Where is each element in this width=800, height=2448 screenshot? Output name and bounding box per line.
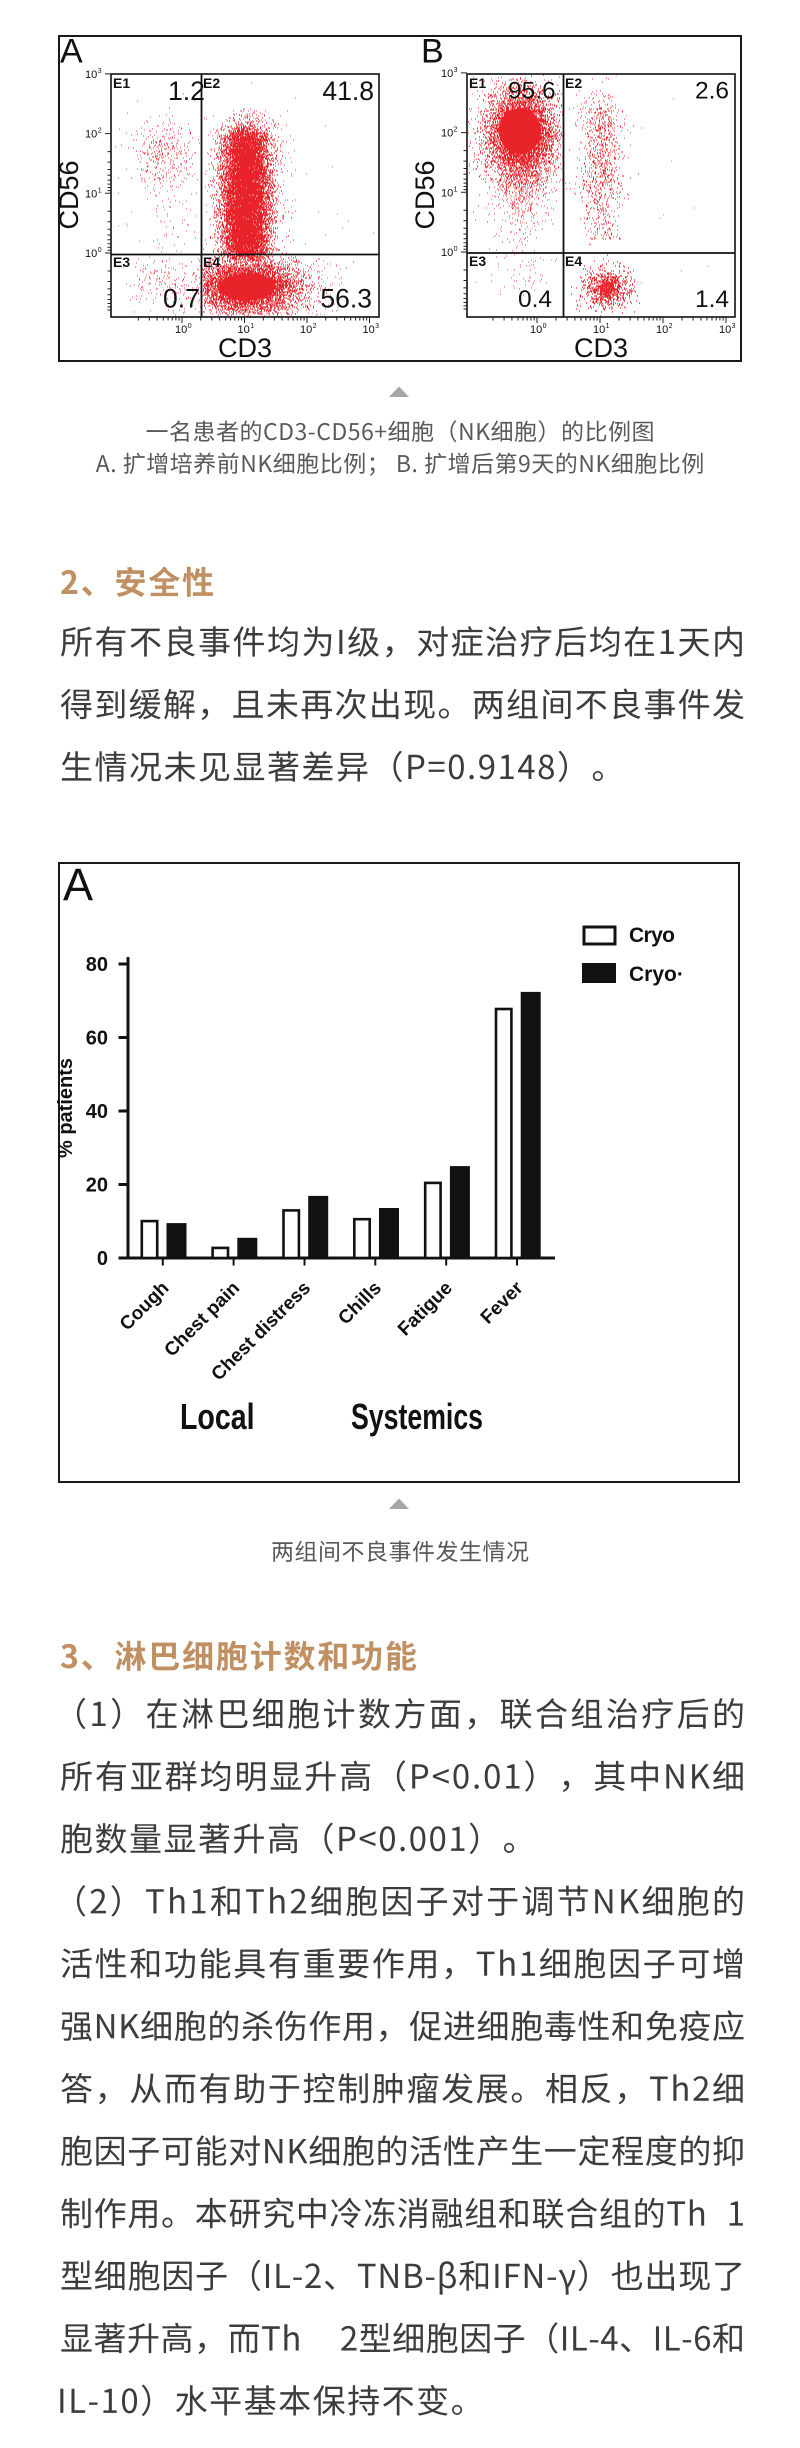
svg-text:1: 1 [454, 186, 458, 193]
svg-text:20: 20 [86, 1175, 108, 1197]
svg-text:10: 10 [85, 188, 97, 200]
svg-text:0.7: 0.7 [163, 284, 200, 314]
svg-text:10: 10 [656, 324, 668, 336]
svg-text:E2: E2 [203, 75, 220, 91]
svg-text:E4: E4 [565, 253, 582, 269]
svg-text:E3: E3 [113, 254, 130, 270]
svg-text:Cryo·: Cryo· [629, 963, 684, 986]
svg-text:0: 0 [454, 246, 458, 253]
svg-text:41.8: 41.8 [322, 76, 374, 106]
svg-text:10: 10 [719, 324, 731, 336]
svg-text:1: 1 [606, 323, 610, 330]
svg-text:10: 10 [441, 128, 453, 140]
svg-text:A: A [60, 33, 83, 71]
svg-text:40: 40 [86, 1101, 108, 1123]
svg-text:B: B [421, 33, 444, 71]
svg-text:E1: E1 [469, 75, 486, 91]
svg-text:0: 0 [188, 323, 192, 330]
svg-text:CD3: CD3 [218, 333, 272, 363]
svg-text:60: 60 [86, 1028, 108, 1050]
svg-text:10: 10 [593, 324, 605, 336]
svg-text:CD3: CD3 [574, 333, 628, 363]
svg-text:A: A [63, 859, 93, 910]
svg-text:1.4: 1.4 [695, 286, 729, 313]
svg-text:Local: Local [180, 1396, 255, 1437]
svg-text:0: 0 [97, 1248, 108, 1270]
svg-text:2: 2 [98, 128, 102, 135]
svg-text:3: 3 [98, 68, 102, 75]
svg-text:E3: E3 [469, 253, 486, 269]
svg-text:E2: E2 [565, 75, 582, 91]
svg-text:80: 80 [86, 954, 108, 976]
svg-text:0: 0 [543, 323, 547, 330]
svg-text:10: 10 [363, 324, 375, 336]
svg-text:10: 10 [175, 324, 187, 336]
svg-text:10: 10 [441, 247, 453, 259]
svg-text:2: 2 [454, 127, 458, 134]
svg-text:10: 10 [441, 68, 453, 80]
svg-text:E4: E4 [203, 254, 220, 270]
svg-text:10: 10 [530, 324, 542, 336]
svg-text:10: 10 [85, 129, 97, 141]
svg-text:2: 2 [669, 323, 673, 330]
svg-text:10: 10 [300, 324, 312, 336]
svg-text:2.6: 2.6 [695, 78, 729, 105]
svg-text:0: 0 [98, 247, 102, 254]
svg-text:2: 2 [313, 323, 317, 330]
svg-text:10: 10 [85, 248, 97, 260]
svg-text:10: 10 [85, 69, 97, 81]
svg-text:E1: E1 [113, 75, 130, 91]
svg-text:% patients: % patients [55, 1058, 77, 1158]
svg-text:CD56: CD56 [410, 160, 440, 229]
svg-text:0.4: 0.4 [518, 286, 552, 313]
svg-text:3: 3 [375, 323, 379, 330]
svg-text:Cryo: Cryo [629, 924, 675, 947]
svg-text:56.3: 56.3 [320, 284, 372, 314]
svg-text:CD56: CD56 [54, 160, 84, 229]
svg-text:10: 10 [441, 187, 453, 199]
svg-text:1: 1 [250, 323, 254, 330]
svg-text:1: 1 [98, 187, 102, 194]
svg-text:3: 3 [732, 323, 736, 330]
svg-text:10: 10 [238, 324, 250, 336]
svg-text:Systemics: Systemics [351, 1396, 483, 1437]
svg-text:1.2: 1.2 [168, 76, 205, 106]
svg-text:3: 3 [454, 67, 458, 74]
svg-text:95.6: 95.6 [508, 78, 556, 105]
